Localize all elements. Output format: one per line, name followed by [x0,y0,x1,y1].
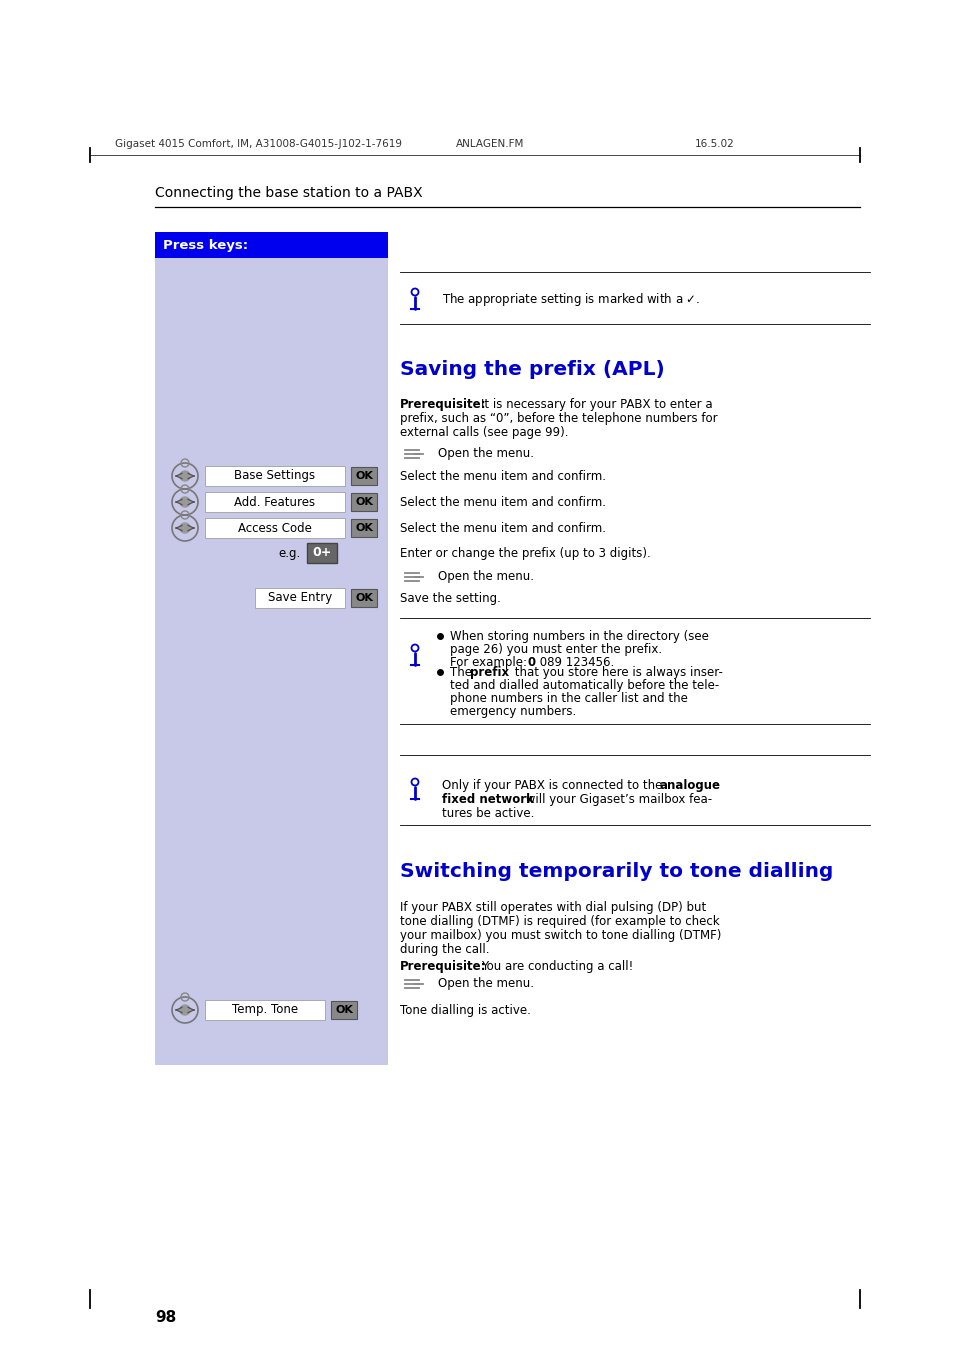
Text: Tone dialling is active.: Tone dialling is active. [399,1004,530,1017]
Bar [205,466,345,486]
Text: 98: 98 [154,1310,176,1325]
Text: Save Entry: Save Entry [268,592,332,604]
Text: during the call.: during the call. [399,943,489,957]
Text: tone dialling (DTMF) is required (for example to check: tone dialling (DTMF) is required (for ex… [399,915,719,928]
Text: You are conducting a call!: You are conducting a call! [480,961,633,973]
Text: Select the menu item and confirm.: Select the menu item and confirm. [399,521,605,535]
Text: 089 123456.: 089 123456. [536,657,614,669]
Text: ted and dialled automatically before the tele-: ted and dialled automatically before the… [450,680,719,692]
Text: Prerequisite:: Prerequisite: [399,399,486,411]
Text: tures be active.: tures be active. [441,807,534,820]
Bar [154,232,388,1065]
Text: will your Gigaset’s mailbox fea-: will your Gigaset’s mailbox fea- [521,793,711,807]
Text: phone numbers in the caller list and the: phone numbers in the caller list and the [450,692,687,705]
Bar [205,492,345,512]
Text: Only if your PABX is connected to the: Only if your PABX is connected to the [441,780,665,792]
Text: When storing numbers in the directory (see: When storing numbers in the directory (s… [450,630,708,643]
Circle shape [180,497,190,507]
Text: Enter or change the prefix (up to 3 digits).: Enter or change the prefix (up to 3 digi… [399,547,650,561]
Circle shape [180,471,190,481]
Text: page 26) you must enter the prefix.: page 26) you must enter the prefix. [450,643,661,657]
Bar [331,1001,356,1019]
Text: Select the menu item and confirm.: Select the menu item and confirm. [399,496,605,509]
Text: OK: OK [355,471,373,481]
Text: Gigaset 4015 Comfort, IM, A31008-G4015-J102-1-7619: Gigaset 4015 Comfort, IM, A31008-G4015-J… [115,139,401,149]
Text: OK: OK [355,593,373,603]
Text: ANLAGEN.FM: ANLAGEN.FM [456,139,523,149]
Bar [154,232,388,258]
Text: OK: OK [355,497,373,507]
Bar [254,588,345,608]
Text: It is necessary for your PABX to enter a: It is necessary for your PABX to enter a [480,399,712,411]
Text: If your PABX still operates with dial pulsing (DP) but: If your PABX still operates with dial pu… [399,901,705,915]
Text: Temp. Tone: Temp. Tone [232,1004,297,1016]
Text: OK: OK [335,1005,353,1015]
Bar [351,589,376,607]
Bar [205,1000,325,1020]
Text: Open the menu.: Open the menu. [437,977,534,990]
Text: prefix, such as “0”, before the telephone numbers for: prefix, such as “0”, before the telephon… [399,412,717,426]
Text: Press keys:: Press keys: [163,239,248,251]
Text: OK: OK [355,523,373,534]
Text: 0+: 0+ [312,547,332,559]
Text: Access Code: Access Code [238,521,312,535]
Text: The: The [450,666,476,680]
Text: analogue: analogue [659,780,720,792]
Text: fixed network: fixed network [441,793,534,807]
Bar [307,543,336,563]
Text: For example:: For example: [450,657,530,669]
Bar [205,517,345,538]
Text: external calls (see page 99).: external calls (see page 99). [399,426,568,439]
Text: that you store here is always inser-: that you store here is always inser- [511,666,722,680]
Text: Open the menu.: Open the menu. [437,447,534,459]
Text: The appropriate setting is marked with a $\checkmark$.: The appropriate setting is marked with a… [441,290,700,308]
Text: Base Settings: Base Settings [234,470,315,482]
Bar [351,467,376,485]
Text: Switching temporarily to tone dialling: Switching temporarily to tone dialling [399,862,833,881]
Text: Save the setting.: Save the setting. [399,592,500,605]
Text: 16.5.02: 16.5.02 [695,139,734,149]
Bar [351,493,376,511]
Text: Prerequisite:: Prerequisite: [399,961,486,973]
Text: Open the menu.: Open the menu. [437,570,534,584]
Text: Connecting the base station to a PABX: Connecting the base station to a PABX [154,186,422,200]
Bar [351,519,376,536]
Text: Select the menu item and confirm.: Select the menu item and confirm. [399,470,605,484]
Circle shape [180,523,190,534]
Text: Add. Features: Add. Features [234,496,315,508]
Text: e.g.: e.g. [278,547,301,561]
Text: emergency numbers.: emergency numbers. [450,705,576,717]
Text: prefix: prefix [470,666,509,680]
Circle shape [180,1005,190,1015]
Text: Saving the prefix (APL): Saving the prefix (APL) [399,359,664,380]
Text: 0: 0 [527,657,536,669]
Text: your mailbox) you must switch to tone dialling (DTMF): your mailbox) you must switch to tone di… [399,929,720,942]
